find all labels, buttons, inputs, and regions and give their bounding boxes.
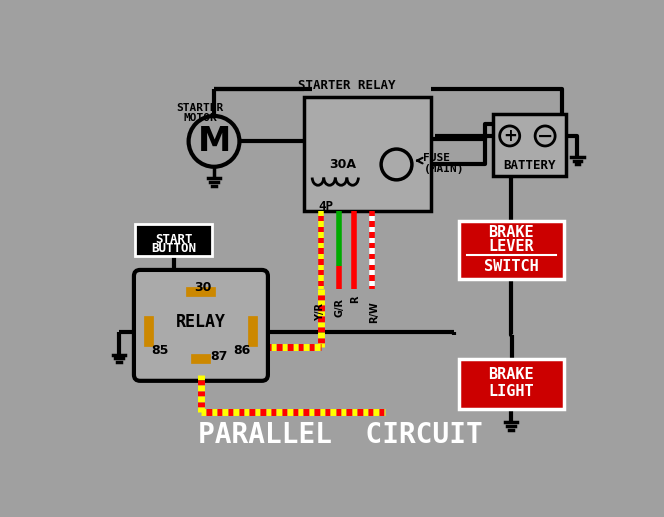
Text: 4P: 4P xyxy=(318,200,333,212)
Text: (MAIN): (MAIN) xyxy=(424,164,464,174)
Text: BRAKE: BRAKE xyxy=(489,225,534,240)
Text: Y/R: Y/R xyxy=(315,303,325,321)
Text: BATTERY: BATTERY xyxy=(503,159,556,172)
Text: +: + xyxy=(503,127,517,145)
Text: R/W: R/W xyxy=(369,301,379,323)
FancyBboxPatch shape xyxy=(304,97,431,210)
Text: M: M xyxy=(197,125,230,158)
Text: 86: 86 xyxy=(233,344,250,357)
Text: 87: 87 xyxy=(210,349,228,363)
Text: START: START xyxy=(155,233,193,246)
FancyBboxPatch shape xyxy=(493,114,566,176)
Text: STARTER RELAY: STARTER RELAY xyxy=(297,79,395,92)
Text: BRAKE: BRAKE xyxy=(489,367,534,382)
FancyBboxPatch shape xyxy=(459,221,564,279)
Text: R: R xyxy=(350,295,360,303)
FancyBboxPatch shape xyxy=(134,270,268,381)
Text: PARALLEL  CIRCUIT: PARALLEL CIRCUIT xyxy=(198,421,483,449)
Text: STARTER: STARTER xyxy=(177,103,224,113)
Text: RELAY: RELAY xyxy=(176,313,226,330)
Text: −: − xyxy=(537,127,553,145)
Text: 85: 85 xyxy=(151,344,169,357)
Text: LIGHT: LIGHT xyxy=(489,384,534,399)
Text: FUSE: FUSE xyxy=(424,153,450,163)
FancyBboxPatch shape xyxy=(459,359,564,408)
Text: 30: 30 xyxy=(194,281,211,294)
FancyBboxPatch shape xyxy=(135,224,212,256)
Text: 30A: 30A xyxy=(329,158,356,171)
Text: BUTTON: BUTTON xyxy=(151,242,196,255)
Text: LEVER: LEVER xyxy=(489,239,534,254)
Text: G/R: G/R xyxy=(335,298,345,317)
Text: SWITCH: SWITCH xyxy=(484,258,539,273)
Text: MOTOR: MOTOR xyxy=(183,113,217,123)
